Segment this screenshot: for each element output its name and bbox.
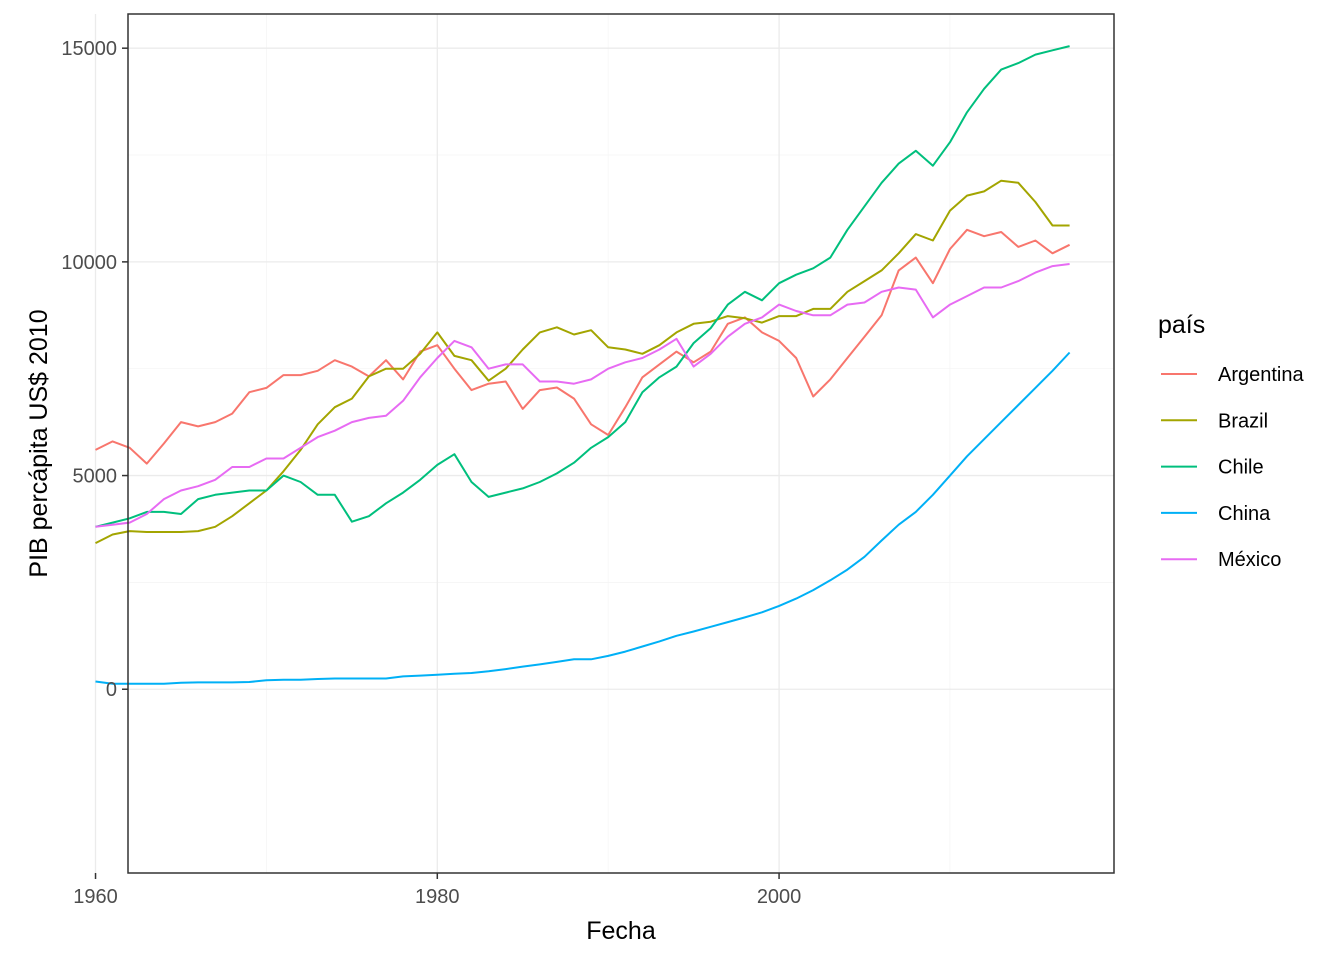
x-tick-label: 2000 (757, 886, 802, 908)
legend-label: Brazil (1218, 410, 1268, 432)
legend-title: país (1158, 311, 1205, 339)
series-line-argentina (95, 228, 1071, 465)
legend-label: Chile (1218, 457, 1264, 479)
x-axis: 1960 1980 2000 (73, 873, 801, 908)
y-tick-label: 0 (106, 679, 117, 701)
series-layer (95, 45, 1071, 685)
panel-border (127, 13, 1115, 874)
grid (94, 14, 1114, 873)
series-line-mexico (95, 263, 1070, 528)
x-tick-label: 1960 (73, 886, 118, 908)
legend-label: México (1218, 549, 1281, 571)
legend-label: China (1218, 503, 1271, 525)
series-line-brazil (95, 179, 1070, 544)
y-tick-label: 15000 (61, 38, 117, 60)
y-axis: 0 5000 10000 15000 (61, 38, 128, 701)
y-tick-label: 10000 (61, 252, 117, 274)
series-line-chile (95, 45, 1070, 528)
legend: país Argentina Brazil Chile China México (1158, 311, 1304, 571)
x-tick-label: 1980 (415, 886, 460, 908)
legend-label: Argentina (1218, 364, 1304, 386)
x-axis-title: Fecha (586, 917, 656, 945)
y-axis-title: PIB percápita US$ 2010 (25, 309, 53, 577)
series-line-china (95, 351, 1071, 685)
y-tick-label: 5000 (73, 466, 118, 488)
